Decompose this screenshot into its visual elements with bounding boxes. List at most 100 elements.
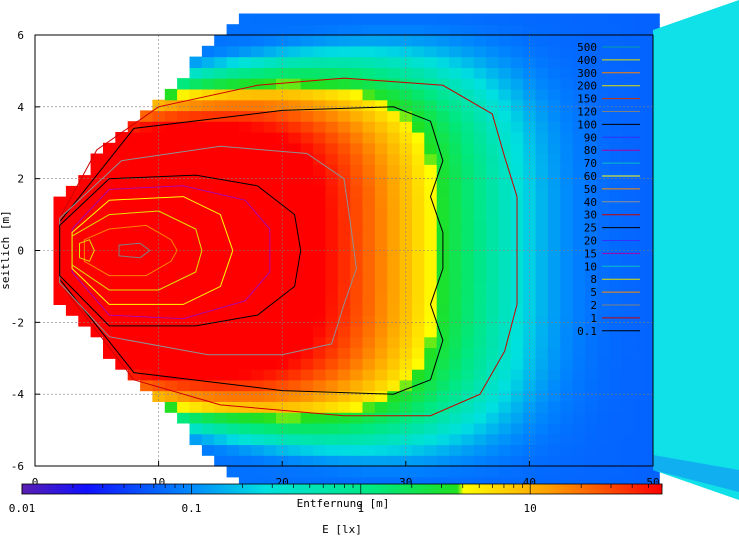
heatmap-cell [226, 304, 240, 316]
heatmap-cell [300, 99, 314, 112]
heatmap-cell [535, 110, 549, 122]
heatmap-cell [622, 304, 636, 316]
heatmap-cell [288, 110, 302, 122]
heatmap-cell [300, 433, 314, 446]
heatmap-cell [622, 45, 636, 58]
heatmap-cell [313, 45, 327, 58]
heatmap-cell [177, 153, 191, 165]
heatmap-cell [189, 315, 203, 327]
heatmap-cell [300, 250, 314, 262]
heatmap-cell [288, 239, 302, 252]
heatmap-cell [399, 336, 413, 349]
heatmap-cell [226, 250, 240, 262]
heatmap-cell [449, 132, 463, 144]
heatmap-cell [449, 67, 463, 79]
heatmap-cell [572, 261, 586, 273]
heatmap-cell [78, 293, 92, 305]
heatmap-cell [535, 153, 549, 165]
heatmap-cell [535, 336, 549, 349]
heatmap-cell [214, 88, 228, 101]
heatmap-cell [238, 153, 252, 165]
heatmap-cell [362, 88, 376, 101]
heatmap-cell [547, 476, 561, 489]
heatmap-cell [461, 272, 475, 284]
heatmap-cell [313, 99, 327, 112]
heatmap-cell [585, 207, 598, 219]
heatmap-cell [412, 272, 425, 284]
heatmap-cell [597, 358, 611, 370]
heatmap-cell [115, 196, 129, 208]
heatmap-cell [226, 207, 240, 219]
heatmap-cell [622, 121, 636, 133]
heatmap-cell [473, 207, 487, 219]
heatmap-cell [325, 196, 339, 208]
heatmap-cell [412, 261, 425, 273]
heatmap-cell [560, 369, 574, 381]
heatmap-cell [387, 272, 401, 284]
heatmap-cell [263, 35, 277, 47]
heatmap-cell [412, 401, 425, 413]
heatmap-cell [164, 369, 178, 381]
heatmap-cell [115, 304, 129, 316]
heatmap-cell [622, 455, 636, 467]
heatmap-cell [177, 358, 191, 370]
heatmap-cell [226, 35, 240, 47]
heatmap-cell [510, 185, 524, 198]
heatmap-cell [251, 24, 265, 36]
heatmap-cell [461, 412, 475, 424]
heatmap-cell [597, 250, 611, 262]
heatmap-cell [572, 142, 586, 155]
heatmap-cell [622, 325, 636, 338]
heatmap-cell [560, 282, 574, 295]
heatmap-cell [486, 282, 500, 295]
heatmap-cell [201, 315, 215, 327]
heatmap-cell [238, 261, 252, 273]
heatmap-cell [473, 24, 487, 36]
heatmap-cell [622, 239, 636, 252]
heatmap-cell [572, 369, 586, 381]
heatmap-cell [201, 132, 215, 144]
heatmap-cell [436, 110, 450, 122]
heatmap-cell [263, 304, 277, 316]
heatmap-cell [300, 304, 314, 316]
heatmap-cell [140, 239, 154, 252]
heatmap-cell [263, 369, 277, 381]
heatmap-cell [585, 390, 598, 402]
heatmap-cell [461, 250, 475, 262]
heatmap-cell [127, 164, 141, 176]
heatmap-cell [424, 239, 438, 252]
heatmap-cell [164, 153, 178, 165]
heatmap-cell [374, 175, 388, 187]
heatmap-cell [238, 369, 252, 381]
heatmap-cell [362, 78, 376, 90]
heatmap-cell [449, 282, 463, 295]
heatmap-cell [498, 239, 512, 252]
heatmap-cell [646, 476, 660, 489]
heatmap-cell [560, 164, 574, 176]
heatmap-cell [535, 121, 549, 133]
heatmap-cell [535, 304, 549, 316]
heatmap-cell [350, 369, 364, 381]
heatmap-cell [226, 272, 240, 284]
heatmap-cell [634, 207, 648, 219]
heatmap-cell [609, 24, 623, 36]
heatmap-cell [238, 282, 252, 295]
heatmap-cell [214, 218, 228, 230]
heatmap-cell [263, 88, 277, 101]
heatmap-cell [263, 132, 277, 144]
heatmap-cell [337, 142, 351, 155]
heatmap-cell [436, 45, 450, 58]
heatmap-cell [473, 99, 487, 112]
heatmap-cell [115, 239, 129, 252]
heatmap-cell [115, 207, 129, 219]
heatmap-cell [337, 196, 351, 208]
heatmap-cell [300, 390, 314, 402]
heatmap-cell [547, 412, 561, 424]
heatmap-cell [498, 358, 512, 370]
heatmap-cell [572, 67, 586, 79]
heatmap-cell [597, 185, 611, 198]
heatmap-cell [585, 175, 598, 187]
heatmap-cell [486, 13, 500, 25]
heatmap-cell [560, 239, 574, 252]
heatmap-cell [53, 282, 67, 295]
